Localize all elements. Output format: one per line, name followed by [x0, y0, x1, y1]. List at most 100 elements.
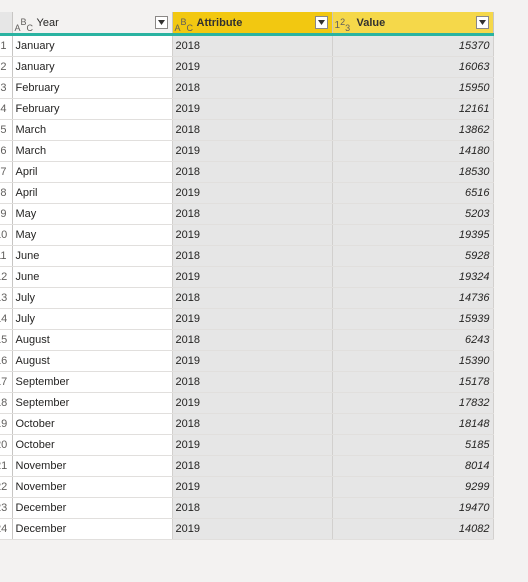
- cell-year[interactable]: September: [12, 392, 173, 414]
- cell-year[interactable]: October: [12, 413, 173, 435]
- cell-attribute[interactable]: 2018: [172, 119, 333, 141]
- cell-attribute[interactable]: 2019: [172, 308, 333, 330]
- row-number[interactable]: 6: [0, 140, 13, 162]
- row-number[interactable]: 16: [0, 350, 13, 372]
- cell-year[interactable]: July: [12, 308, 173, 330]
- row-number[interactable]: 1: [0, 34, 13, 57]
- cell-value[interactable]: 5928: [332, 245, 494, 267]
- cell-attribute[interactable]: 2019: [172, 266, 333, 288]
- row-number[interactable]: 21: [0, 455, 13, 477]
- cell-attribute[interactable]: 2019: [172, 518, 333, 540]
- cell-attribute[interactable]: 2019: [172, 182, 333, 204]
- cell-value[interactable]: 15178: [332, 371, 494, 393]
- cell-value[interactable]: 18148: [332, 413, 494, 435]
- cell-attribute[interactable]: 2018: [172, 455, 333, 477]
- cell-value[interactable]: 5203: [332, 203, 494, 225]
- cell-value[interactable]: 19324: [332, 266, 494, 288]
- row-number[interactable]: 18: [0, 392, 13, 414]
- cell-value[interactable]: 6516: [332, 182, 494, 204]
- cell-year[interactable]: December: [12, 518, 173, 540]
- cell-year[interactable]: December: [12, 497, 173, 519]
- cell-year[interactable]: April: [12, 161, 173, 183]
- cell-value[interactable]: 12161: [332, 98, 494, 120]
- row-number[interactable]: 11: [0, 245, 13, 267]
- cell-year[interactable]: May: [12, 224, 173, 246]
- row-number[interactable]: 2: [0, 56, 13, 78]
- row-number[interactable]: 12: [0, 266, 13, 288]
- row-number[interactable]: 7: [0, 161, 13, 183]
- table-row[interactable]: 9 May 2018 5203: [0, 203, 494, 225]
- table-row[interactable]: 3 February 2018 15950: [0, 77, 494, 99]
- row-number[interactable]: 14: [0, 308, 13, 330]
- table-row[interactable]: 4 February 2019 12161: [0, 98, 494, 120]
- cell-value[interactable]: 18530: [332, 161, 494, 183]
- cell-year[interactable]: November: [12, 476, 173, 498]
- table-row[interactable]: 6 March 2019 14180: [0, 140, 494, 162]
- cell-value[interactable]: 15950: [332, 77, 494, 99]
- cell-attribute[interactable]: 2019: [172, 98, 333, 120]
- cell-year[interactable]: June: [12, 245, 173, 267]
- filter-dropdown-icon[interactable]: [154, 16, 168, 29]
- cell-attribute[interactable]: 2019: [172, 392, 333, 414]
- cell-attribute[interactable]: 2018: [172, 287, 333, 309]
- table-row[interactable]: 5 March 2018 13862: [0, 119, 494, 141]
- select-all-corner[interactable]: [0, 12, 13, 36]
- row-number[interactable]: 22: [0, 476, 13, 498]
- cell-year[interactable]: January: [12, 56, 173, 78]
- cell-attribute[interactable]: 2018: [172, 497, 333, 519]
- cell-value[interactable]: 13862: [332, 119, 494, 141]
- table-row[interactable]: 8 April 2019 6516: [0, 182, 494, 204]
- cell-value[interactable]: 9299: [332, 476, 494, 498]
- cell-value[interactable]: 19395: [332, 224, 494, 246]
- cell-attribute[interactable]: 2019: [172, 350, 333, 372]
- row-number[interactable]: 5: [0, 119, 13, 141]
- cell-attribute[interactable]: 2018: [172, 413, 333, 435]
- row-number[interactable]: 9: [0, 203, 13, 225]
- row-number[interactable]: 15: [0, 329, 13, 351]
- cell-value[interactable]: 14736: [332, 287, 494, 309]
- table-row[interactable]: 7 April 2018 18530: [0, 161, 494, 183]
- cell-year[interactable]: October: [12, 434, 173, 456]
- cell-attribute[interactable]: 2018: [172, 329, 333, 351]
- row-number[interactable]: 10: [0, 224, 13, 246]
- table-row[interactable]: 2 January 2019 16063: [0, 56, 494, 78]
- cell-value[interactable]: 14082: [332, 518, 494, 540]
- cell-attribute[interactable]: 2019: [172, 56, 333, 78]
- table-row[interactable]: 1 January 2018 15370: [0, 34, 494, 57]
- cell-attribute[interactable]: 2019: [172, 224, 333, 246]
- cell-value[interactable]: 6243: [332, 329, 494, 351]
- cell-year[interactable]: July: [12, 287, 173, 309]
- cell-attribute[interactable]: 2018: [172, 34, 333, 57]
- cell-value[interactable]: 5185: [332, 434, 494, 456]
- cell-value[interactable]: 16063: [332, 56, 494, 78]
- cell-attribute[interactable]: 2018: [172, 203, 333, 225]
- cell-year[interactable]: April: [12, 182, 173, 204]
- cell-value[interactable]: 15390: [332, 350, 494, 372]
- cell-attribute[interactable]: 2018: [172, 77, 333, 99]
- cell-attribute[interactable]: 2018: [172, 371, 333, 393]
- cell-value[interactable]: 17832: [332, 392, 494, 414]
- row-number[interactable]: 24: [0, 518, 13, 540]
- cell-year[interactable]: February: [12, 98, 173, 120]
- row-number[interactable]: 13: [0, 287, 13, 309]
- cell-value[interactable]: 15370: [332, 34, 494, 57]
- cell-attribute[interactable]: 2018: [172, 161, 333, 183]
